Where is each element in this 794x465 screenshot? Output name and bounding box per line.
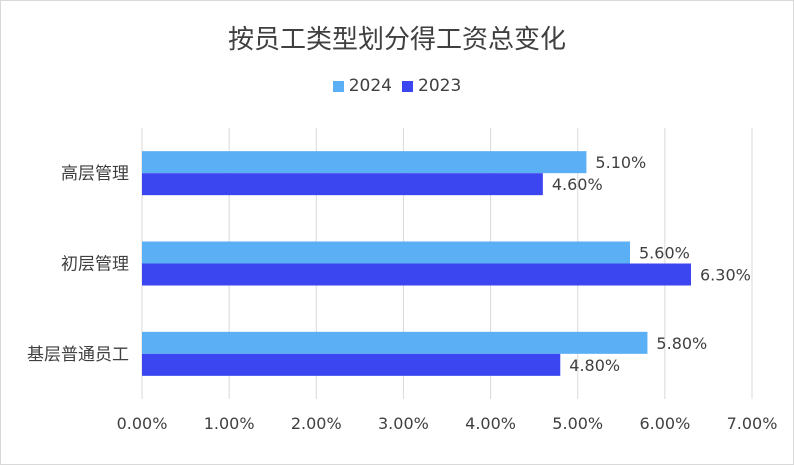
legend-item-2023: 2023 [402, 76, 461, 96]
x-tick-label: 7.00% [727, 414, 778, 433]
legend: 2024 2023 [1, 76, 793, 96]
bar-2023 [142, 263, 691, 286]
bar-2023 [142, 173, 543, 196]
x-tick-label: 2.00% [291, 414, 342, 433]
chart-title: 按员工类型划分得工资总变化 [227, 25, 566, 55]
data-label: 6.30% [700, 266, 751, 285]
bar-2024 [142, 151, 587, 174]
legend-label-2023: 2023 [418, 76, 462, 96]
legend-item-2024: 2024 [332, 76, 392, 96]
category-label: 初层管理 [61, 255, 129, 275]
legend-swatch-2023 [402, 80, 413, 92]
category-label: 基层普通员工 [27, 345, 129, 365]
x-tick-label: 5.00% [552, 414, 603, 433]
data-label: 4.60% [552, 175, 603, 194]
bar-2024 [142, 331, 648, 354]
x-tick-label: 0.00% [117, 414, 168, 433]
data-label: 5.80% [656, 334, 707, 353]
x-tick-label: 4.00% [465, 414, 516, 433]
bar-2023 [142, 353, 561, 376]
x-tick-label: 3.00% [378, 414, 429, 433]
legend-swatch-2024 [332, 80, 344, 92]
data-label: 5.60% [639, 244, 690, 263]
data-label: 4.80% [569, 356, 620, 375]
x-tick-label: 6.00% [639, 414, 690, 433]
category-label: 高层管理 [61, 164, 129, 184]
data-label: 5.10% [595, 153, 646, 172]
x-tick-label: 1.00% [204, 414, 255, 433]
bar-2024 [142, 241, 630, 264]
legend-label-2024: 2024 [348, 76, 392, 96]
